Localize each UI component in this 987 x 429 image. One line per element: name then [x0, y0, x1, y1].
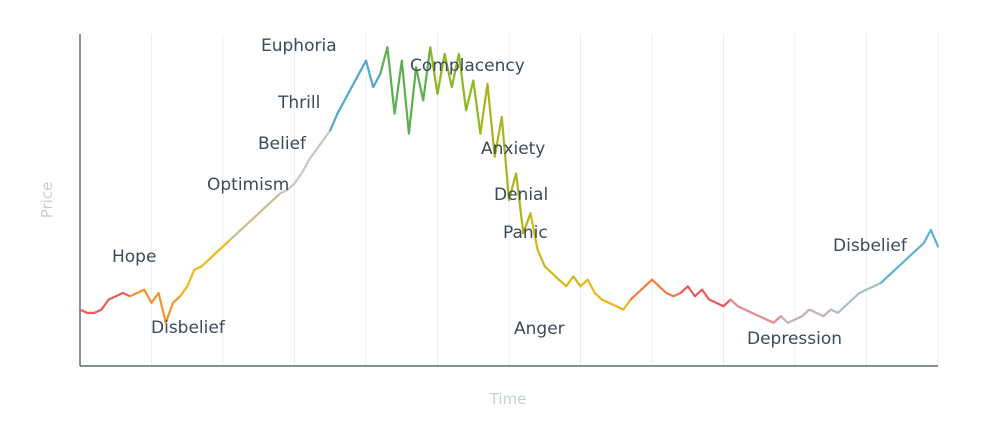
phase-label-anxiety: Anxiety	[481, 139, 545, 159]
price-line	[78, 46, 940, 324]
series-line-segment	[329, 59, 382, 132]
series-line-segment	[729, 298, 782, 324]
phase-label-anger: Anger	[514, 319, 565, 339]
phase-label-belief: Belief	[258, 134, 307, 154]
series-line-segment	[129, 288, 182, 324]
phase-label-hope: Hope	[112, 247, 156, 267]
series-line-segment	[479, 82, 532, 235]
series-line-segment	[829, 281, 882, 314]
phase-label-disbelief-end: Disbelief	[833, 236, 908, 256]
series-line-segment	[629, 278, 682, 301]
series-line-segment	[579, 278, 632, 311]
phase-label-depression: Depression	[747, 329, 842, 349]
series-line-segment	[779, 308, 832, 324]
x-axis-title: Time	[489, 390, 527, 408]
series-line-segment	[379, 46, 432, 135]
phase-label-panic: Panic	[503, 223, 548, 243]
series-line-segment	[279, 129, 332, 195]
phase-label-disbelief-start: Disbelief	[151, 318, 226, 338]
series-line-segment	[679, 285, 732, 308]
phase-label-thrill: Thrill	[277, 93, 320, 113]
y-axis-title: Price	[38, 182, 56, 219]
phase-label-denial: Denial	[494, 185, 548, 205]
series-line-segment	[229, 192, 282, 241]
phase-label-optimism: Optimism	[207, 175, 289, 195]
series-line-segment	[529, 212, 582, 288]
series-line-segment	[879, 228, 940, 285]
series-line-segment	[179, 238, 232, 298]
phase-label-complacency: Complacency	[410, 56, 525, 76]
series-line-segment	[78, 291, 132, 314]
phase-label-euphoria: Euphoria	[261, 36, 337, 56]
series-line-segment	[429, 46, 482, 135]
